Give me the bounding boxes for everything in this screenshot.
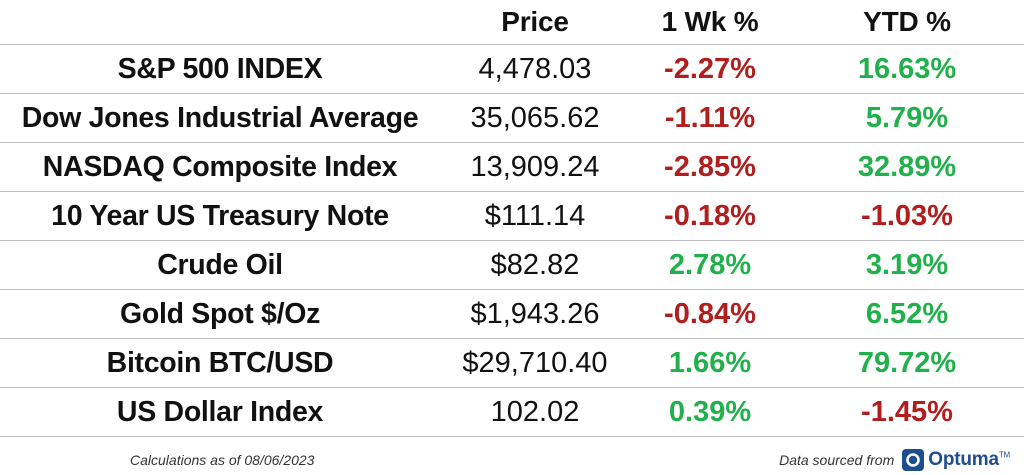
logo-text: Optuma (928, 449, 999, 470)
ytd-change-cell: 6.52% (790, 289, 1024, 339)
table-row: Bitcoin BTC/USD $29,710.40 1.66% 79.72% (0, 338, 1024, 388)
header-price: Price (440, 0, 630, 45)
ytd-change-cell: 5.79% (790, 93, 1024, 143)
table-row: Gold Spot $/Oz $1,943.26 -0.84% 6.52% (0, 289, 1024, 339)
table-row: Crude Oil $82.82 2.78% 3.19% (0, 240, 1024, 290)
week-change-cell: 2.78% (630, 240, 790, 290)
table-row: S&P 500 INDEX 4,478.03 -2.27% 16.63% (0, 44, 1024, 94)
instrument-name: Gold Spot $/Oz (0, 289, 440, 339)
logo-trademark: TM (998, 450, 1010, 460)
price-cell: $82.82 (440, 240, 630, 290)
instrument-name: Bitcoin BTC/USD (0, 338, 440, 388)
ytd-change-cell: 32.89% (790, 142, 1024, 192)
price-cell: $1,943.26 (440, 289, 630, 339)
ytd-change-cell: 16.63% (790, 44, 1024, 94)
table-row: Dow Jones Industrial Average 35,065.62 -1.… (0, 93, 1024, 143)
instrument-name: Dow Jones Industrial Average (0, 93, 440, 143)
header-row: Price 1 Wk % YTD % (0, 0, 1024, 45)
instrument-name: US Dollar Index (0, 387, 440, 437)
optuma-logo-icon (902, 449, 925, 471)
price-cell: 4,478.03 (440, 44, 630, 94)
instrument-name: 10 Year US Treasury Note (0, 191, 440, 241)
header-ytd-change: YTD % (790, 0, 1024, 45)
week-change-cell: -2.85% (630, 142, 790, 192)
week-change-cell: 0.39% (630, 387, 790, 437)
table-header: Price 1 Wk % YTD % (0, 0, 1024, 45)
table-body: S&P 500 INDEX 4,478.03 -2.27% 16.63% Dow Jon… (0, 44, 1024, 437)
header-week-change: 1 Wk % (630, 0, 790, 45)
price-cell: 102.02 (440, 387, 630, 437)
table-row: US Dollar Index 102.02 0.39% -1.45% (0, 387, 1024, 437)
header-name (0, 0, 440, 45)
week-change-cell: 1.66% (630, 338, 790, 388)
instrument-name: S&P 500 INDEX (0, 44, 440, 94)
instrument-name: Crude Oil (0, 240, 440, 290)
ytd-change-cell: -1.45% (790, 387, 1024, 437)
week-change-cell: -0.18% (630, 191, 790, 241)
ytd-change-cell: 3.19% (790, 240, 1024, 290)
ytd-change-cell: -1.03% (790, 191, 1024, 241)
week-change-cell: -0.84% (630, 289, 790, 339)
data-source: Data sourced from OptumaTM (779, 447, 1010, 473)
price-cell: $111.14 (440, 191, 630, 241)
week-change-cell: -2.27% (630, 44, 790, 94)
price-cell: 13,909.24 (440, 142, 630, 192)
week-change-cell: -1.11% (630, 93, 790, 143)
price-cell: 35,065.62 (440, 93, 630, 143)
ytd-change-cell: 79.72% (790, 338, 1024, 388)
market-table: Price 1 Wk % YTD % S&P 500 INDEX 4,478.03… (0, 0, 1024, 437)
calculation-date-note: Calculations as of 08/06/2023 (130, 452, 315, 468)
table-row: 10 Year US Treasury Note $111.14 -0.18% -1.… (0, 191, 1024, 241)
table-row: NASDAQ Composite Index 13,909.24 -2.85% 32.… (0, 142, 1024, 192)
instrument-name: NASDAQ Composite Index (0, 142, 440, 192)
optuma-logo: OptumaTM (902, 449, 1010, 471)
price-cell: $29,710.40 (440, 338, 630, 388)
data-source-label: Data sourced from (779, 452, 895, 468)
